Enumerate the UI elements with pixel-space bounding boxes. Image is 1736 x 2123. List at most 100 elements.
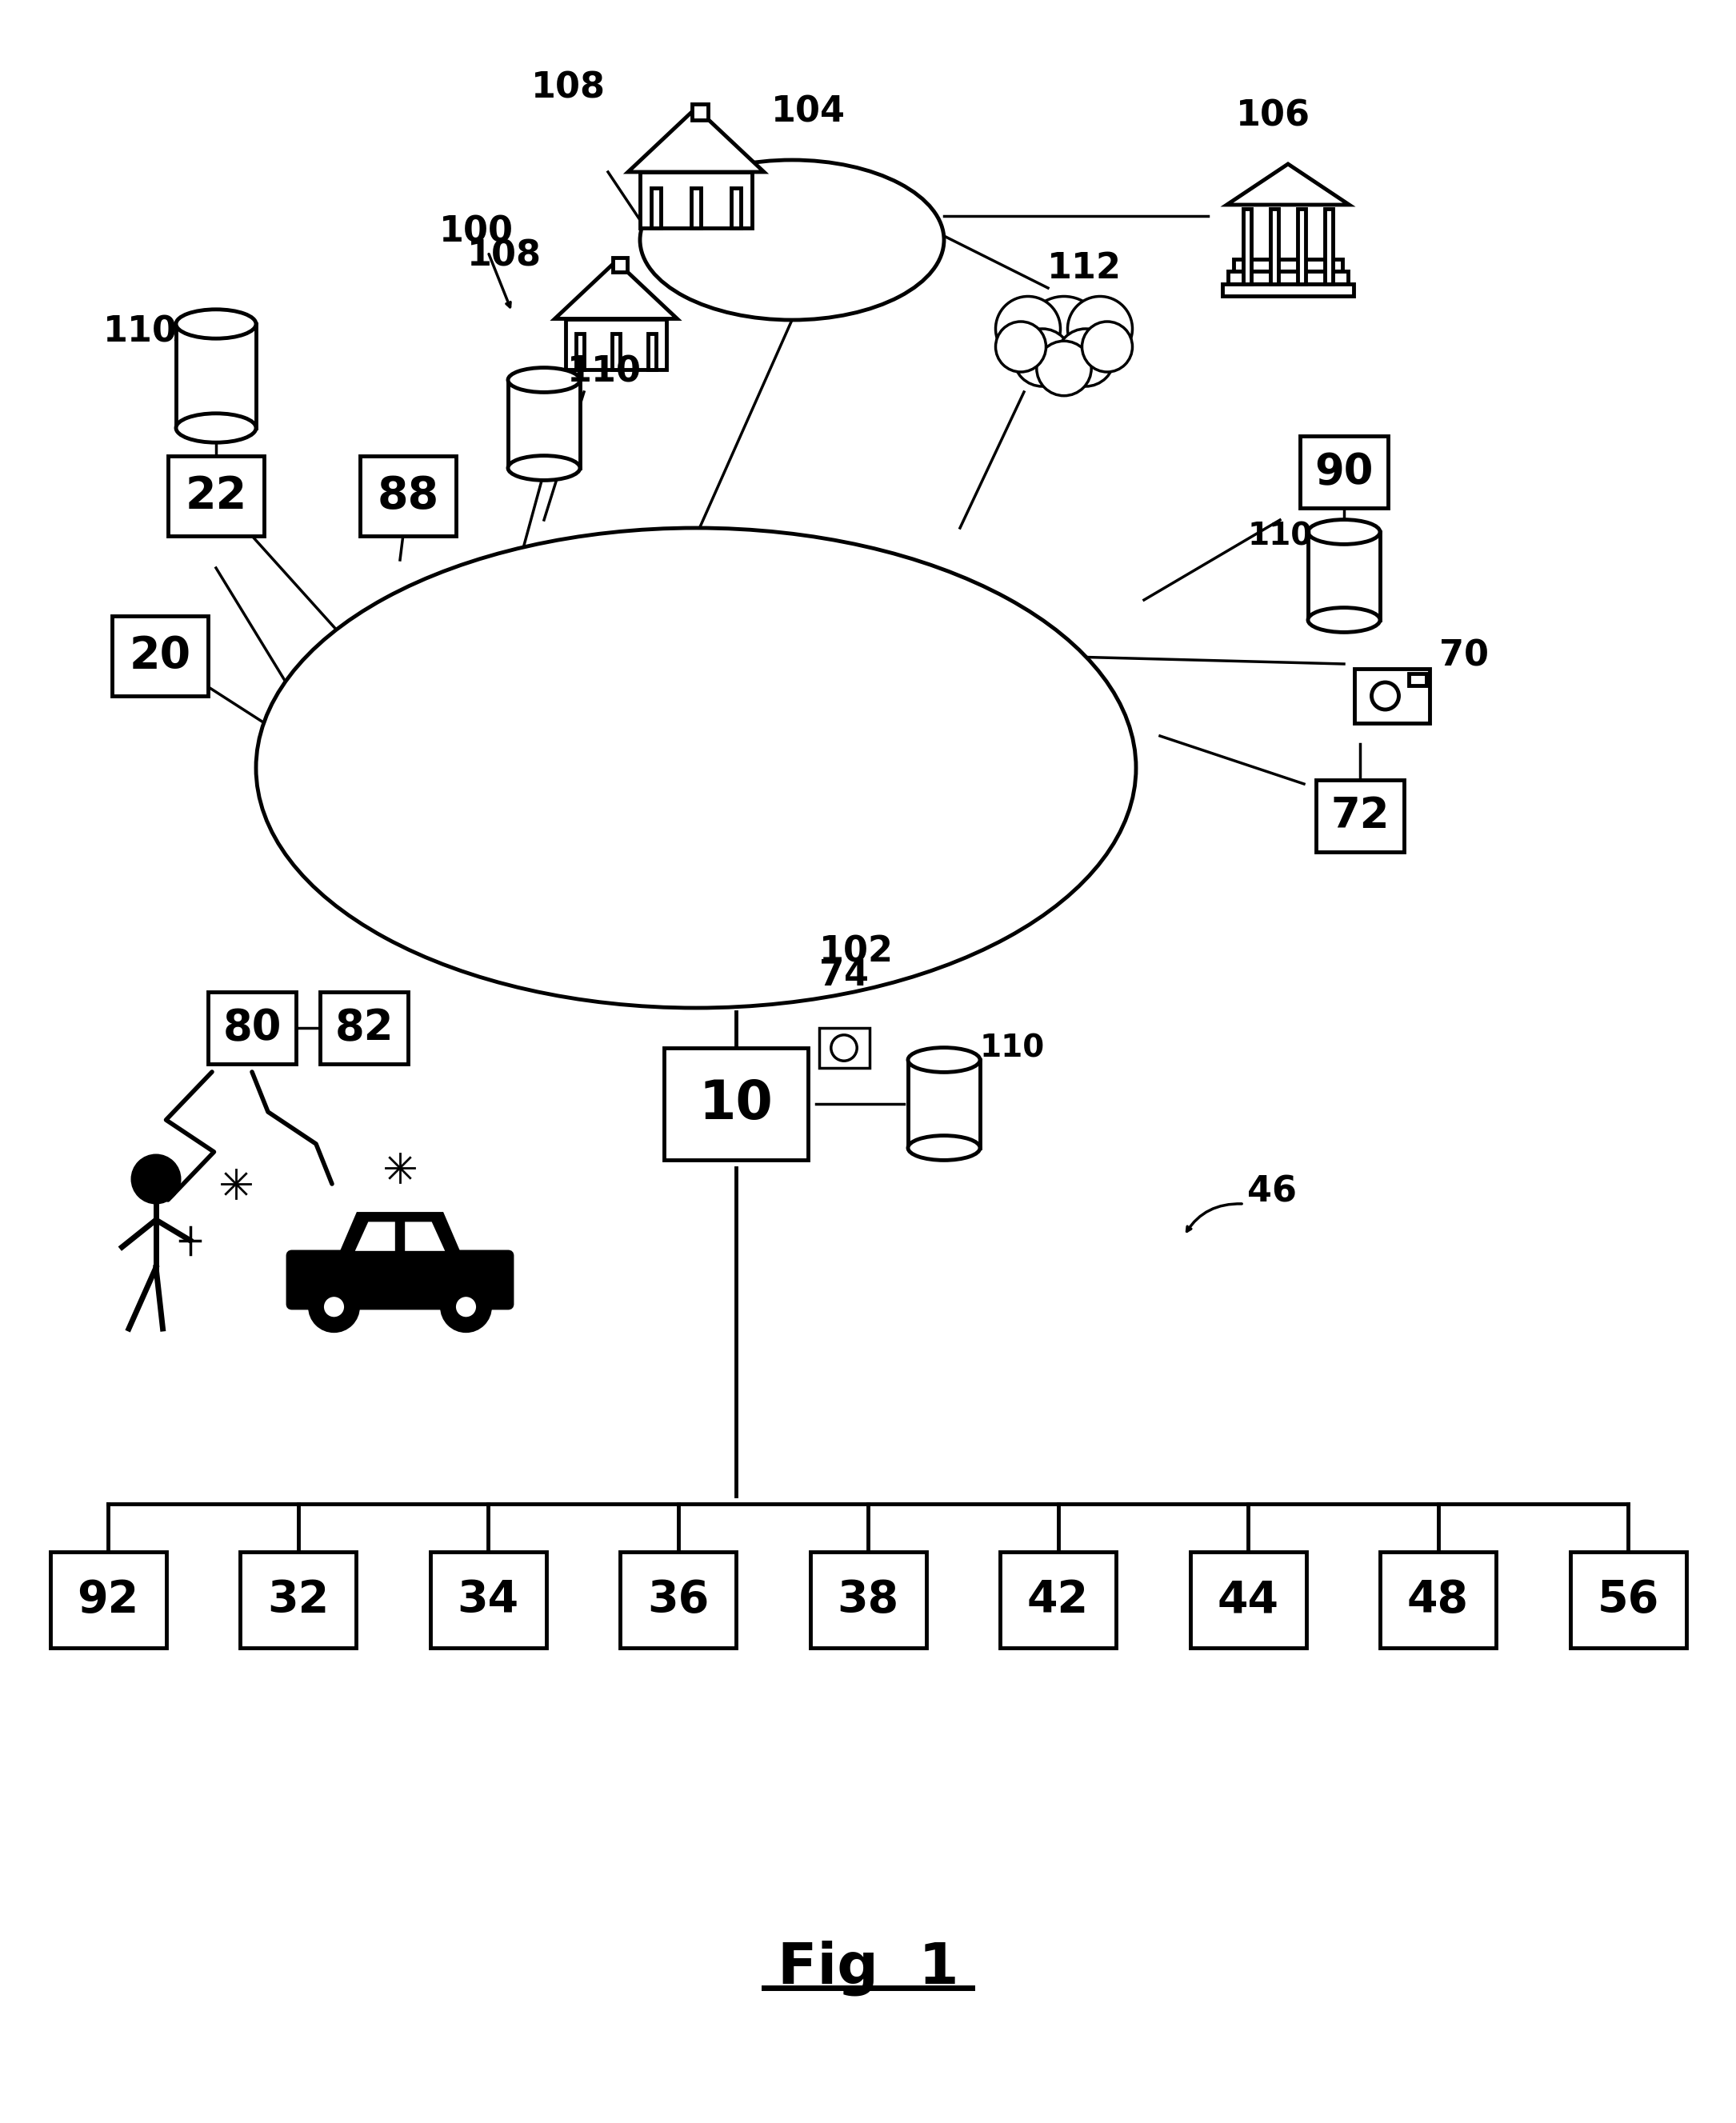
Bar: [691, 189, 701, 227]
Text: 102: 102: [819, 934, 894, 968]
Text: 110: 110: [1248, 520, 1312, 552]
Ellipse shape: [908, 1047, 981, 1072]
Text: 108: 108: [467, 238, 542, 274]
FancyBboxPatch shape: [288, 1253, 512, 1308]
Bar: [113, 616, 208, 696]
Bar: [613, 257, 627, 272]
Bar: [1569, 1552, 1686, 1647]
Circle shape: [1068, 297, 1132, 361]
Text: 106: 106: [1236, 100, 1311, 134]
Circle shape: [1036, 342, 1092, 395]
Polygon shape: [403, 1221, 448, 1253]
Circle shape: [1024, 297, 1104, 376]
Polygon shape: [340, 1214, 460, 1257]
Text: 22: 22: [186, 473, 247, 518]
Bar: [611, 333, 620, 369]
Text: 110: 110: [566, 355, 641, 389]
Bar: [1354, 669, 1429, 724]
Ellipse shape: [908, 1136, 981, 1159]
Bar: [1243, 208, 1252, 284]
Circle shape: [996, 297, 1061, 361]
Bar: [1271, 208, 1278, 284]
Ellipse shape: [509, 367, 580, 393]
Circle shape: [443, 1282, 490, 1331]
Text: 92: 92: [76, 1577, 139, 1622]
Text: 36: 36: [648, 1577, 708, 1622]
Bar: [208, 991, 297, 1064]
Text: 34: 34: [457, 1577, 519, 1622]
Circle shape: [455, 1295, 477, 1318]
Bar: [811, 1552, 925, 1647]
Ellipse shape: [175, 414, 255, 442]
Ellipse shape: [175, 310, 255, 338]
Bar: [1227, 272, 1347, 284]
Circle shape: [1014, 329, 1071, 386]
Bar: [1380, 1552, 1496, 1647]
Ellipse shape: [1307, 607, 1380, 633]
Bar: [819, 1028, 870, 1068]
Text: 110: 110: [102, 314, 177, 348]
Bar: [641, 172, 752, 227]
Bar: [175, 325, 255, 429]
Text: 90: 90: [1314, 452, 1373, 493]
Polygon shape: [628, 108, 764, 172]
Text: 48: 48: [1408, 1577, 1469, 1622]
Bar: [359, 456, 457, 535]
Bar: [1297, 208, 1305, 284]
Bar: [1325, 208, 1333, 284]
Bar: [566, 318, 667, 369]
Bar: [1410, 673, 1425, 686]
Bar: [431, 1552, 547, 1647]
Bar: [1316, 779, 1404, 851]
Bar: [1000, 1552, 1116, 1647]
Text: Fig  1: Fig 1: [778, 1940, 958, 1996]
Text: 110: 110: [979, 1032, 1045, 1064]
Text: 20: 20: [128, 635, 191, 677]
Bar: [1234, 259, 1342, 272]
Circle shape: [132, 1155, 181, 1204]
Bar: [663, 1049, 807, 1159]
Text: 88: 88: [377, 473, 439, 518]
Text: 70: 70: [1439, 639, 1489, 673]
Bar: [509, 380, 580, 467]
Text: 82: 82: [335, 1006, 394, 1049]
Circle shape: [832, 1034, 858, 1062]
Circle shape: [996, 321, 1047, 372]
Circle shape: [1371, 681, 1399, 709]
Text: 72: 72: [1330, 796, 1389, 836]
Bar: [620, 1552, 736, 1647]
Polygon shape: [556, 261, 677, 318]
Bar: [1189, 1552, 1305, 1647]
Ellipse shape: [641, 159, 944, 321]
Bar: [50, 1552, 167, 1647]
Circle shape: [1057, 329, 1115, 386]
Bar: [1307, 533, 1380, 620]
Circle shape: [311, 1282, 358, 1331]
Bar: [693, 104, 708, 121]
Ellipse shape: [1307, 520, 1380, 543]
Text: 108: 108: [531, 70, 606, 106]
Bar: [576, 333, 585, 369]
Text: 10: 10: [700, 1078, 773, 1129]
Text: 112: 112: [1047, 251, 1121, 284]
Text: 44: 44: [1217, 1577, 1279, 1622]
Bar: [240, 1552, 356, 1647]
Polygon shape: [352, 1221, 398, 1253]
Text: 100: 100: [439, 214, 514, 248]
Polygon shape: [1227, 163, 1349, 204]
Bar: [651, 189, 661, 227]
Text: 56: 56: [1597, 1577, 1660, 1622]
Text: 46: 46: [1246, 1174, 1297, 1210]
Ellipse shape: [255, 529, 1135, 1008]
Bar: [1222, 284, 1354, 295]
Bar: [168, 456, 264, 535]
Bar: [908, 1059, 981, 1149]
Ellipse shape: [509, 456, 580, 480]
Text: 80: 80: [222, 1006, 281, 1049]
Bar: [319, 991, 408, 1064]
Text: 104: 104: [771, 96, 845, 130]
Bar: [731, 189, 741, 227]
Circle shape: [321, 1295, 345, 1318]
Circle shape: [1082, 321, 1132, 372]
Bar: [648, 333, 656, 369]
